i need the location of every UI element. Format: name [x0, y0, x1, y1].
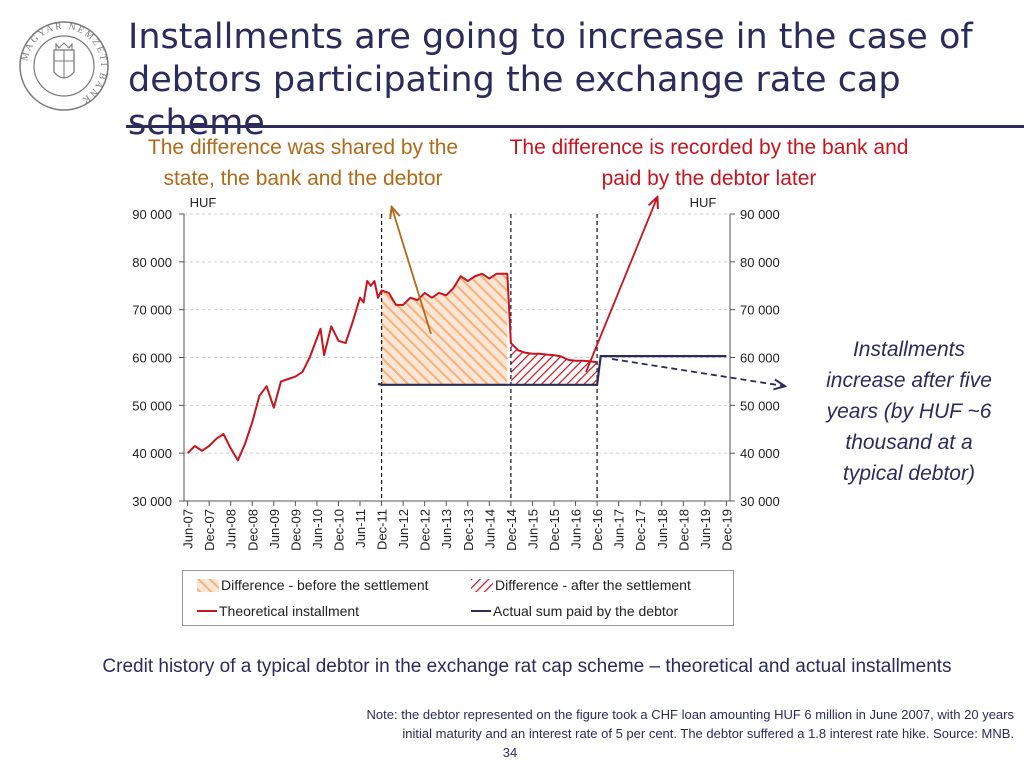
arrow-after-settlement — [585, 198, 657, 373]
legend-swatch-theoretical — [197, 610, 217, 612]
y-tick-label-left: 90 000 — [132, 207, 172, 222]
crest-icon — [53, 49, 75, 79]
legend-item-after: Difference - after the settlement — [471, 577, 691, 593]
series-lines — [186, 272, 727, 462]
slide-title: Installments are going to increase in th… — [128, 16, 1008, 145]
x-tick-label: Jun-07 — [181, 509, 196, 549]
y-tick-label-right: 60 000 — [740, 351, 780, 366]
legend-item-before: Difference - before the settlement — [197, 577, 429, 593]
theoretical-installment-line — [186, 272, 598, 462]
x-tick-label: Jun-15 — [525, 509, 540, 549]
y-tick-label-left: 40 000 — [132, 446, 172, 461]
difference-areas — [381, 273, 598, 385]
chart-legend: Difference - before the settlement Diffe… — [182, 570, 734, 626]
side-note-line-3: years (by HUF ~6 — [826, 400, 992, 423]
chart-axes: 30 000 30 000 40 000 40 000 50 000 50 000 60 0… — [132, 207, 780, 551]
figure-caption: Credit history of a typical debtor in th… — [102, 656, 952, 677]
legend-label-after: Difference - after the settlement — [495, 577, 691, 593]
actual-paid-line — [377, 355, 727, 386]
area-difference-after — [510, 343, 598, 385]
y-tick-label-right: 70 000 — [740, 303, 780, 318]
x-tick-label: Jun-18 — [655, 509, 670, 549]
x-tick-label: Dec-14 — [504, 509, 519, 551]
x-tick-label: Dec-11 — [375, 509, 390, 550]
callout-right-line-2: paid by the debtor later — [601, 167, 817, 190]
callout-before-settlement: The difference was shared by the state, … — [128, 132, 478, 194]
x-tick-label: Dec-12 — [418, 509, 433, 551]
y-tick-label-right: 90 000 — [740, 207, 780, 222]
y-tick-label-left: 30 000 — [132, 494, 172, 509]
note-line-1: Note: the debtor represented on the figu… — [366, 707, 1014, 722]
y-tick-label-left: 60 000 — [132, 351, 172, 366]
side-note-line-4: thousand at a — [845, 431, 973, 454]
right-unit-label: HUF — [690, 195, 717, 210]
source-note: Note: the debtor represented on the figu… — [250, 705, 1014, 743]
legend-label-before: Difference - before the settlement — [221, 577, 429, 593]
note-line-2: initial maturity and an interest rate of… — [402, 726, 1014, 741]
x-tick-label: Dec-13 — [461, 509, 476, 551]
area-difference-before — [381, 273, 508, 385]
mnb-logo: MAGYAR NEMZETI BANK — [19, 21, 109, 111]
x-tick-label: Dec-16 — [590, 509, 605, 551]
title-line-1: Installments are going to increase in th… — [128, 17, 973, 57]
x-tick-label: Jun-13 — [439, 509, 454, 549]
x-tick-label: Jun-12 — [396, 509, 411, 549]
side-note-line-2: increase after five — [826, 369, 992, 392]
y-tick-label-right: 30 000 — [740, 494, 780, 509]
y-tick-label-left: 80 000 — [132, 255, 172, 270]
vertical-markers — [380, 214, 598, 501]
title-line-2: debtors participating the exchange rate … — [128, 60, 901, 143]
x-tick-label: Dec-09 — [288, 509, 303, 551]
y-tick-label-left: 70 000 — [132, 303, 172, 318]
x-tick-label: Jun-08 — [224, 509, 239, 549]
x-tick-label: Dec-19 — [719, 509, 734, 551]
callout-left-line-2: state, the bank and the debtor — [163, 167, 443, 190]
legend-item-theoretical: Theoretical installment — [197, 603, 359, 619]
callout-left-line-1: The difference was shared by the — [147, 136, 459, 159]
x-tick-label: Dec-08 — [245, 509, 260, 551]
callout-right-line-1: The difference is recorded by the bank a… — [509, 136, 909, 159]
y-tick-label-right: 40 000 — [740, 446, 780, 461]
y-tick-label-left: 50 000 — [132, 398, 172, 413]
page-number: 34 — [502, 745, 518, 760]
arrow-installment-increase — [611, 358, 784, 386]
x-tick-label: Jun-09 — [267, 509, 282, 549]
x-tick-label: Dec-17 — [633, 509, 648, 551]
legend-label-theoretical: Theoretical installment — [219, 603, 360, 619]
x-tick-label: Dec-18 — [676, 509, 691, 551]
side-note-line-1: Installments — [852, 338, 966, 361]
x-tick-label: Dec-10 — [331, 509, 346, 551]
x-tick-label: Jun-11 — [353, 509, 368, 548]
side-note-line-5: typical debtor) — [843, 462, 975, 485]
left-unit-label: HUF — [190, 195, 217, 210]
x-tick-label: Jun-19 — [698, 509, 713, 549]
legend-item-actual: Actual sum paid by the debtor — [471, 603, 678, 619]
y-tick-label-right: 80 000 — [740, 255, 780, 270]
y-tick-label-right: 50 000 — [740, 398, 780, 413]
x-tick-label: Jun-17 — [612, 509, 627, 549]
side-note: Installments increase after five years (… — [808, 334, 1010, 489]
legend-label-actual: Actual sum paid by the debtor — [493, 603, 679, 619]
x-tick-label: Dec-15 — [547, 509, 562, 551]
x-tick-label: Jun-10 — [310, 509, 325, 549]
legend-swatch-actual — [471, 610, 491, 612]
x-tick-label: Jun-14 — [482, 509, 497, 549]
x-tick-label: Dec-07 — [202, 509, 217, 551]
arrow-before-settlement — [392, 208, 432, 335]
x-tick-label: Jun-16 — [569, 509, 584, 549]
title-rule — [126, 125, 1024, 128]
legend-swatch-before — [197, 578, 219, 592]
legend-swatch-after — [471, 578, 493, 592]
callout-after-settlement: The difference is recorded by the bank a… — [484, 132, 934, 194]
